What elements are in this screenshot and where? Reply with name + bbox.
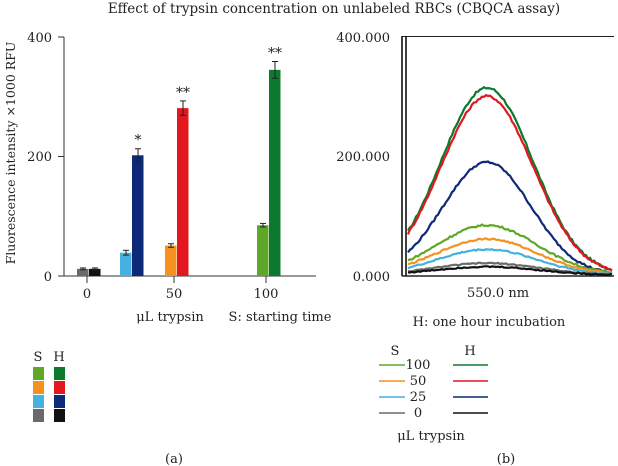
spectrum-line-s-100 <box>407 223 613 275</box>
bar-100-h <box>269 69 281 276</box>
a-ytick-label-200: 200 <box>27 150 52 165</box>
a-panel-label: (a) <box>165 452 183 466</box>
a-legend-swatch-s-3 <box>33 409 44 422</box>
a-legend-header-s: S <box>34 350 43 365</box>
bar-25-s <box>120 252 132 276</box>
b-xlabel: 550.0 nm <box>467 286 529 301</box>
a-xlabel: μL trypsin <box>136 310 204 325</box>
a-legend-swatch-h-1 <box>54 381 65 394</box>
b-legend-footer: μL trypsin <box>397 429 465 444</box>
a-legend-swatch-s-2 <box>33 395 44 408</box>
a-xtick-label-0: 0 <box>83 287 91 302</box>
a-legend-swatch-s-0 <box>33 367 44 380</box>
significance-mark-100: ** <box>268 45 282 61</box>
a-legend <box>33 367 65 422</box>
a-legend-swatch-h-2 <box>54 395 65 408</box>
significance-mark-50: ** <box>176 85 190 101</box>
bar-50-h <box>177 108 189 276</box>
b-ytick-label-0: 0.000 <box>353 270 390 285</box>
bar-25-h <box>132 155 144 276</box>
a-legend-header-h: H <box>53 350 64 365</box>
a-ytick-label-0: 0 <box>44 270 52 285</box>
b-ytick-label-200: 200.000 <box>336 150 390 165</box>
bar-chart-panel: Fluorescence intensity ×1000 RFU 0 200 4… <box>3 31 332 466</box>
a-xtick-label-100: 100 <box>254 287 279 302</box>
a-legend-swatch-h-0 <box>54 367 65 380</box>
a-ylabel: Fluorescence intensity ×1000 RFU <box>3 42 18 265</box>
a-ytick-label-400: 400 <box>27 31 52 46</box>
b-ytick-label-400: 400.000 <box>336 31 390 46</box>
bar-series: ***** <box>77 45 282 276</box>
b-panel-label: (b) <box>497 452 515 466</box>
spectrum-line-h-50 <box>406 93 613 272</box>
b-legend-header-s: S <box>391 344 400 359</box>
spectrum-line-s-25 <box>407 248 613 276</box>
figure-title: Effect of trypsin concentration on unlab… <box>108 1 560 17</box>
spectrum-panel: 400.000 200.000 0.000 550.0 nm H: one ho… <box>336 31 614 466</box>
b-legend-label-25: 25 <box>410 390 427 405</box>
a-xtick-label-50: 50 <box>166 287 183 302</box>
spectrum-line-h-25 <box>407 160 613 274</box>
bar-0-s <box>77 268 89 276</box>
spectrum-line-s-50 <box>407 237 613 275</box>
a-legend-swatch-s-1 <box>33 381 44 394</box>
bar-100-s <box>257 225 269 276</box>
b-legend-header-h: H <box>464 344 475 359</box>
significance-mark-25: * <box>135 133 142 149</box>
spectrum-series <box>406 85 613 277</box>
bar-50-s <box>165 245 177 276</box>
b-legend-label-0: 0 <box>414 406 422 421</box>
a-xlabel-note: S: starting time <box>229 310 332 325</box>
spectrum-line-h-0 <box>407 265 613 277</box>
b-legend-label-100: 100 <box>406 358 431 373</box>
b-legend-label-50: 50 <box>410 374 427 389</box>
bar-0-h <box>89 268 101 276</box>
b-xlabel-note: H: one hour incubation <box>413 315 566 330</box>
a-legend-swatch-h-3 <box>54 409 65 422</box>
